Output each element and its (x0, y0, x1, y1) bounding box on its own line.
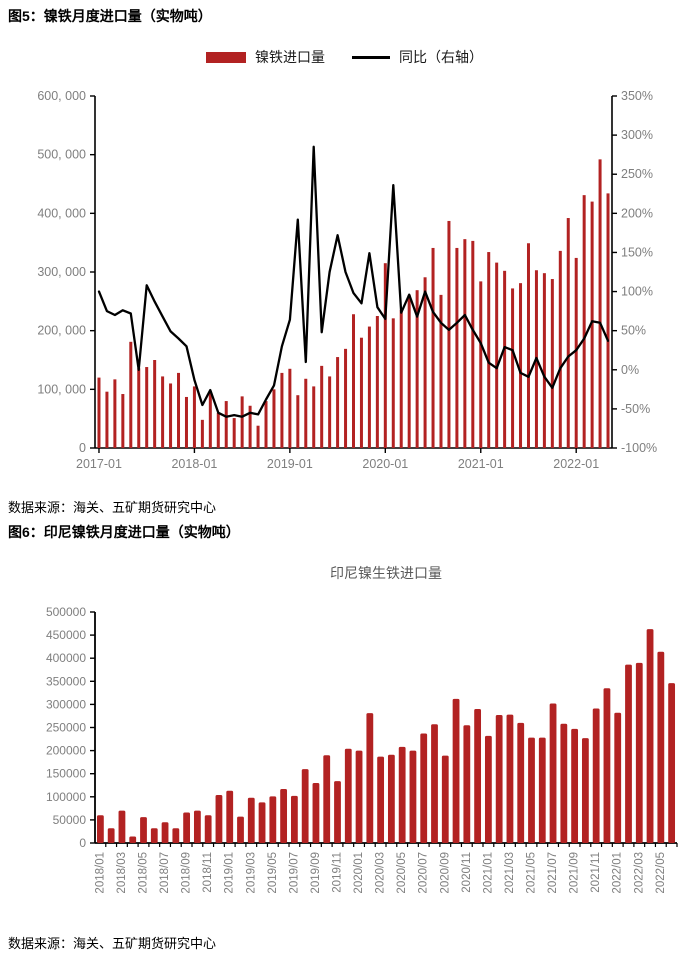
svg-text:2018/05: 2018/05 (138, 852, 150, 894)
svg-text:500, 000: 500, 000 (37, 148, 86, 162)
svg-text:300%: 300% (621, 128, 653, 142)
svg-text:2017-01: 2017-01 (76, 457, 122, 471)
svg-text:-50%: -50% (621, 402, 650, 416)
svg-text:50%: 50% (621, 324, 646, 338)
svg-text:2022/05: 2022/05 (655, 852, 667, 894)
svg-text:350%: 350% (621, 89, 653, 103)
svg-text:2020/09: 2020/09 (439, 852, 451, 894)
svg-text:450000: 450000 (46, 628, 86, 642)
svg-text:200, 000: 200, 000 (37, 324, 86, 338)
figure5-source: 数据来源：海关、五矿期货研究中心 (8, 500, 217, 515)
svg-text:2022/01: 2022/01 (612, 852, 624, 894)
svg-text:2022/03: 2022/03 (633, 852, 645, 894)
svg-text:100%: 100% (621, 285, 653, 299)
svg-text:0: 0 (79, 441, 86, 455)
svg-text:2020-01: 2020-01 (362, 457, 408, 471)
svg-text:2018/07: 2018/07 (159, 852, 171, 894)
svg-text:200000: 200000 (46, 744, 86, 758)
svg-text:2021/09: 2021/09 (569, 852, 581, 894)
svg-text:2018/09: 2018/09 (181, 852, 193, 894)
svg-text:100000: 100000 (46, 790, 86, 804)
svg-text:2021/03: 2021/03 (504, 852, 516, 894)
svg-text:600, 000: 600, 000 (37, 89, 86, 103)
legend-line-swatch (352, 55, 390, 59)
svg-text:250000: 250000 (46, 721, 86, 735)
svg-text:2018/03: 2018/03 (116, 852, 128, 894)
svg-text:2020/01: 2020/01 (353, 852, 365, 894)
svg-text:500000: 500000 (46, 605, 86, 619)
svg-text:2020/07: 2020/07 (418, 852, 430, 894)
legend-bar-swatch (206, 51, 246, 63)
svg-text:0: 0 (79, 836, 86, 850)
svg-text:0%: 0% (621, 363, 639, 377)
svg-text:300, 000: 300, 000 (37, 265, 86, 279)
svg-text:2021/05: 2021/05 (526, 852, 538, 894)
svg-text:300000: 300000 (46, 697, 86, 711)
svg-text:100, 000: 100, 000 (37, 382, 86, 396)
svg-text:250%: 250% (621, 167, 653, 181)
svg-text:2019/01: 2019/01 (224, 852, 236, 894)
svg-text:-100%: -100% (621, 441, 657, 455)
svg-text:2019/05: 2019/05 (267, 852, 279, 894)
svg-text:2020/05: 2020/05 (396, 852, 408, 894)
svg-text:400, 000: 400, 000 (37, 206, 86, 220)
figure5-legend: 镍铁进口量 同比（右轴） (0, 47, 689, 67)
svg-text:2019/07: 2019/07 (288, 852, 300, 894)
figure6-source: 数据来源：海关、五矿期货研究中心 (8, 936, 217, 951)
svg-text:2018/01: 2018/01 (94, 852, 106, 894)
svg-text:2020/11: 2020/11 (461, 852, 473, 893)
svg-text:印尼镍生铁进口量: 印尼镍生铁进口量 (330, 565, 442, 581)
figure6-title: 图6：印尼镍铁月度进口量（实物吨） (8, 524, 240, 540)
svg-text:400000: 400000 (46, 651, 86, 665)
svg-text:2019/03: 2019/03 (245, 852, 257, 894)
svg-text:150000: 150000 (46, 767, 86, 781)
svg-text:2019/09: 2019/09 (310, 852, 322, 894)
svg-text:350000: 350000 (46, 674, 86, 688)
legend-line-label: 同比（右轴） (399, 49, 483, 65)
svg-text:200%: 200% (621, 206, 653, 220)
svg-text:2022-01: 2022-01 (553, 457, 599, 471)
svg-text:2021/11: 2021/11 (590, 852, 602, 893)
figure5-title: 图5：镍铁月度进口量（实物吨） (8, 8, 212, 24)
figure6-chart: 印尼镍生铁进口量 0 50000 100000 150000 200000 250000 30… (46, 565, 678, 894)
svg-text:2019/11: 2019/11 (332, 852, 344, 893)
svg-text:2021-01: 2021-01 (458, 457, 504, 471)
svg-text:50000: 50000 (53, 813, 87, 827)
svg-text:2019-01: 2019-01 (267, 457, 313, 471)
legend-bar-label: 镍铁进口量 (255, 49, 325, 65)
svg-text:150%: 150% (621, 245, 653, 259)
svg-text:2020/03: 2020/03 (375, 852, 387, 894)
svg-text:2018/11: 2018/11 (202, 852, 214, 893)
svg-text:2021/07: 2021/07 (547, 852, 559, 894)
figure5-chart: 0 100, 000 200, 000 300, 000 400, 000 500, 00… (37, 89, 657, 471)
svg-text:2018-01: 2018-01 (171, 457, 217, 471)
svg-text:2021/01: 2021/01 (482, 852, 494, 894)
